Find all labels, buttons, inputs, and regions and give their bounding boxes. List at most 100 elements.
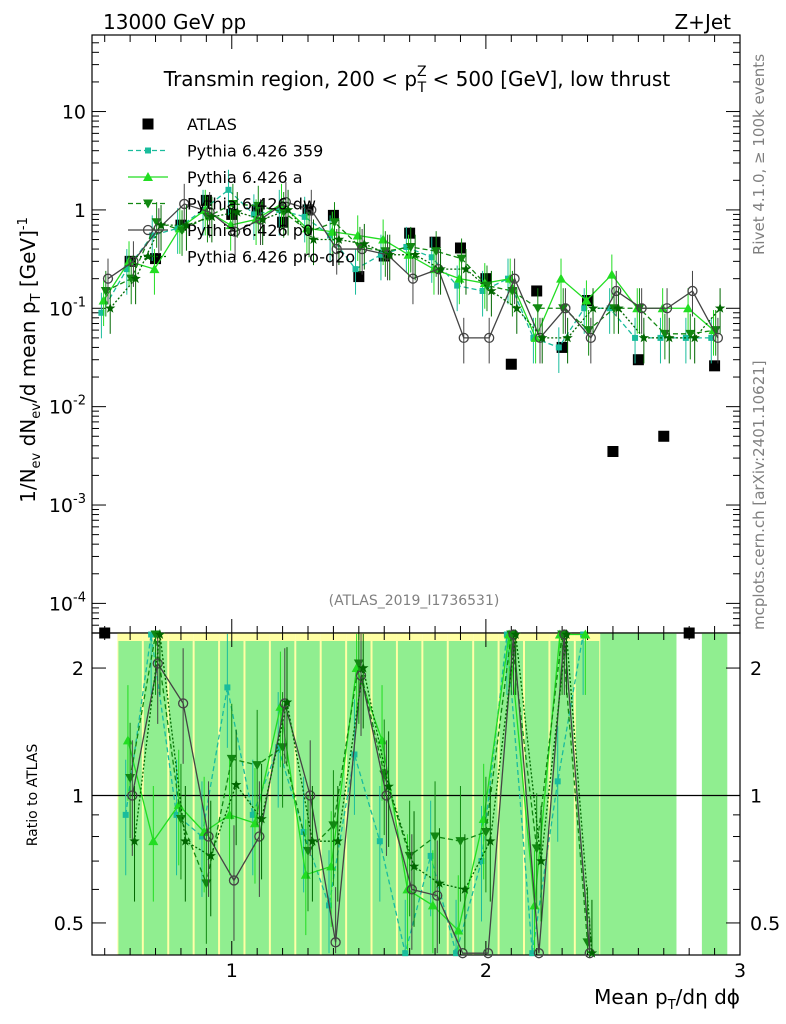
data-point <box>302 204 314 216</box>
data-point <box>636 303 647 314</box>
legend: ATLAS Pythia 6.426 359 Pythia 6.426 a Pythi… <box>128 115 355 267</box>
ratio-point <box>228 875 240 886</box>
ratio-band-green <box>143 641 168 955</box>
data-point <box>638 332 650 343</box>
y-tick-label: 10-1 <box>49 295 86 320</box>
y-axis-ratio: 0.5 0.5 1 1 2 2 <box>54 658 780 935</box>
data-point <box>687 285 698 297</box>
data-point <box>359 238 370 249</box>
data-point <box>658 430 670 442</box>
ratio-point <box>580 629 591 639</box>
ratio-tick-label-right: 0.5 <box>750 913 780 935</box>
ratio-point <box>485 835 496 846</box>
data-point <box>155 219 167 230</box>
ratio-point <box>198 833 205 840</box>
ratio-point <box>230 779 242 790</box>
y-tick-label: 10-2 <box>49 394 86 419</box>
data-point <box>484 332 495 344</box>
data-point <box>280 196 292 208</box>
data-point <box>276 206 283 213</box>
ratio-point <box>205 850 216 861</box>
data-point <box>301 213 308 220</box>
ratio-panel: 1 2 3 0.5 0.5 1 1 2 2 <box>54 629 780 982</box>
ratio-point <box>152 658 163 669</box>
ratio-point <box>122 811 129 818</box>
data-point <box>250 211 257 218</box>
ratio-bands <box>117 633 728 955</box>
ratio-point <box>381 790 392 801</box>
data-point <box>149 232 156 239</box>
ratio-point <box>434 877 445 888</box>
data-point <box>480 273 492 285</box>
legend-label: Pythia 6.426 a <box>187 168 303 187</box>
ratio-band-green <box>347 641 371 955</box>
ratio-point <box>177 698 189 709</box>
data-point <box>683 303 694 313</box>
ratio-point <box>173 811 180 818</box>
data-point <box>486 285 497 296</box>
data-point <box>179 198 190 210</box>
ratio-point <box>154 629 166 639</box>
data-point <box>689 332 700 343</box>
data-point <box>251 204 263 216</box>
x-tick-label: 1 <box>226 960 238 982</box>
data-point <box>227 199 238 209</box>
data-point <box>149 264 160 274</box>
data-point <box>511 302 522 313</box>
data-point <box>611 285 622 297</box>
data-point <box>378 250 390 262</box>
data-point <box>479 287 486 294</box>
data-point <box>102 273 114 284</box>
data-point <box>257 213 268 224</box>
ratio-point <box>351 751 358 758</box>
y-tick-label: 10 <box>62 102 86 124</box>
ratio-point <box>480 827 491 837</box>
data-point <box>130 273 141 284</box>
data-point <box>150 253 162 265</box>
data-point <box>429 236 441 248</box>
data-point <box>333 234 345 244</box>
data-point <box>661 303 673 314</box>
ratio-point <box>427 852 434 859</box>
ratio-point <box>279 698 290 709</box>
legend-label: Pythia 6.426 p0 <box>187 221 313 240</box>
ratio-point <box>254 831 265 842</box>
ratio-point <box>281 696 293 707</box>
ratio-tick-label: 1 <box>72 785 84 807</box>
ratio-point <box>529 950 536 957</box>
data-point <box>206 211 218 222</box>
data-point <box>560 303 571 314</box>
ratio-tick-label-right: 1 <box>750 785 762 807</box>
legend-marker <box>143 172 153 181</box>
legend-item: ATLAS <box>142 115 237 134</box>
ratio-point <box>148 631 155 638</box>
x-tick-label: 2 <box>480 960 492 982</box>
legend-marker <box>142 118 154 130</box>
ratio-series-pythia-6-426-pro-q2o <box>129 629 598 958</box>
legend-marker <box>143 199 153 209</box>
data-point <box>331 243 342 255</box>
y-tick-label: 10-3 <box>49 492 86 517</box>
data-point <box>409 249 421 260</box>
data-point <box>509 273 520 284</box>
ratio-tick-label: 2 <box>72 658 84 680</box>
data-point <box>685 329 696 339</box>
ratio-point <box>224 684 231 691</box>
ratio-point <box>535 855 547 866</box>
data-point <box>585 332 596 344</box>
ratio-band-green <box>701 633 728 955</box>
legend-label: Pythia 6.426 359 <box>187 142 323 161</box>
legend-item: Pythia 6.426 359 <box>128 142 323 161</box>
mcplots-label: mcplots.cern.ch [arXiv:2401.10621] <box>750 360 768 630</box>
series-pythia-6-426-pro-q2o <box>105 189 726 364</box>
legend-marker <box>142 251 154 261</box>
ratio-point <box>510 629 521 639</box>
data-point <box>407 273 419 284</box>
ratio-point <box>561 629 572 639</box>
data-point <box>352 266 359 273</box>
ratio-point <box>554 778 561 785</box>
ratio-point <box>408 860 420 871</box>
header-left: 13000 GeV pp <box>103 10 246 34</box>
ratio-point <box>586 947 598 958</box>
